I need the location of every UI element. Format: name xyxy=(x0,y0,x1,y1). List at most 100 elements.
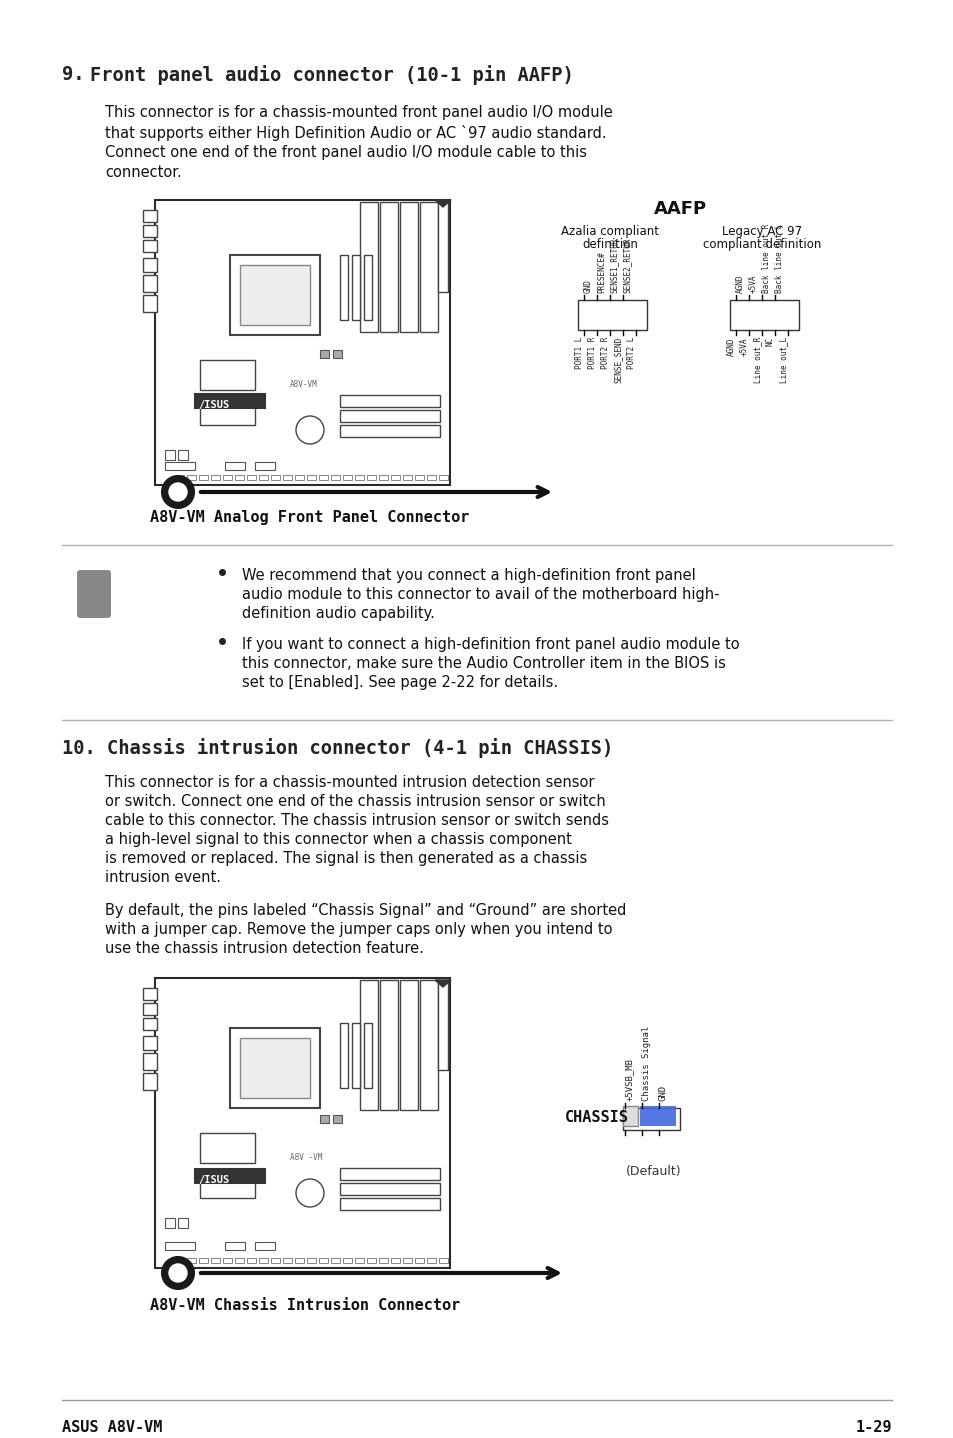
Text: set to [Enabled]. See page 2-22 for details.: set to [Enabled]. See page 2-22 for deta… xyxy=(242,674,558,690)
Bar xyxy=(438,1258,448,1263)
Bar xyxy=(143,275,157,292)
Bar xyxy=(294,475,304,480)
Bar xyxy=(402,475,412,480)
Bar xyxy=(359,201,377,332)
Text: We recommend that you connect a high-definition front panel: We recommend that you connect a high-def… xyxy=(242,568,695,582)
Bar xyxy=(187,475,195,480)
Bar xyxy=(283,1258,292,1263)
Bar xyxy=(343,475,352,480)
Bar xyxy=(143,224,157,237)
Text: is removed or replaced. The signal is then generated as a chassis: is removed or replaced. The signal is th… xyxy=(105,851,587,866)
Bar xyxy=(225,462,245,470)
Bar xyxy=(359,981,377,1110)
Bar xyxy=(199,1258,208,1263)
Bar xyxy=(399,201,417,332)
Text: This connector is for a chassis-mounted intrusion detection sensor: This connector is for a chassis-mounted … xyxy=(105,775,594,789)
Bar xyxy=(319,349,329,358)
Text: 1-29: 1-29 xyxy=(855,1419,891,1435)
Text: Front panel audio connector (10-1 pin AAFP): Front panel audio connector (10-1 pin AA… xyxy=(90,65,573,85)
Bar xyxy=(223,475,232,480)
Bar xyxy=(343,1258,352,1263)
Bar xyxy=(339,395,439,407)
Bar xyxy=(143,1035,157,1050)
Text: SENSE2_RETUR: SENSE2_RETUR xyxy=(622,237,631,293)
Text: Back line out L: Back line out L xyxy=(774,224,783,293)
Polygon shape xyxy=(435,981,451,986)
Text: Azalia compliant: Azalia compliant xyxy=(560,224,659,239)
Text: 10. Chassis intrusion connector (4-1 pin CHASSIS): 10. Chassis intrusion connector (4-1 pin… xyxy=(62,738,613,758)
Bar xyxy=(438,475,448,480)
Bar xyxy=(364,255,372,321)
Text: +5VA: +5VA xyxy=(748,275,758,293)
Circle shape xyxy=(162,1257,193,1288)
Bar xyxy=(378,475,388,480)
Circle shape xyxy=(295,1179,324,1206)
Bar xyxy=(364,1022,372,1089)
Bar xyxy=(211,1258,220,1263)
Text: PRESENCE#: PRESENCE# xyxy=(597,252,605,293)
Bar xyxy=(178,450,188,460)
Bar xyxy=(339,410,439,421)
Text: A8V-VM Analog Front Panel Connector: A8V-VM Analog Front Panel Connector xyxy=(150,510,469,525)
Circle shape xyxy=(295,416,324,444)
Bar xyxy=(355,475,364,480)
Bar xyxy=(254,462,274,470)
Bar xyxy=(318,1258,328,1263)
Bar xyxy=(143,1073,157,1090)
Bar xyxy=(143,1018,157,1030)
Bar xyxy=(200,1178,254,1198)
Text: SENSE_SEND: SENSE_SEND xyxy=(614,336,622,384)
Text: This connector is for a chassis-mounted front panel audio I/O module: This connector is for a chassis-mounted … xyxy=(105,105,612,119)
Text: /ISUS: /ISUS xyxy=(198,1175,229,1185)
Bar xyxy=(339,426,439,437)
Bar xyxy=(143,988,157,999)
Text: PORT1 L: PORT1 L xyxy=(575,336,583,370)
Text: Connect one end of the front panel audio I/O module cable to this: Connect one end of the front panel audio… xyxy=(105,145,586,160)
Bar xyxy=(178,1218,188,1228)
Text: AGND: AGND xyxy=(735,275,744,293)
Bar xyxy=(240,265,310,325)
Text: GND: GND xyxy=(583,279,593,293)
Bar xyxy=(379,201,397,332)
Bar xyxy=(247,475,255,480)
Bar xyxy=(437,201,448,292)
Bar xyxy=(402,1258,412,1263)
Text: PORT1 R: PORT1 R xyxy=(587,336,597,370)
Bar xyxy=(427,475,436,480)
Bar xyxy=(352,255,359,321)
Circle shape xyxy=(162,476,193,508)
Bar xyxy=(240,1038,310,1099)
Text: By default, the pins labeled “Chassis Signal” and “Ground” are shorted: By default, the pins labeled “Chassis Si… xyxy=(105,903,626,917)
Text: audio module to this connector to avail of the motherboard high-: audio module to this connector to avail … xyxy=(242,587,719,603)
Bar xyxy=(247,1258,255,1263)
Polygon shape xyxy=(435,200,451,207)
Bar xyxy=(143,210,157,221)
Text: A8V-VM Chassis Intrusion Connector: A8V-VM Chassis Intrusion Connector xyxy=(150,1299,459,1313)
Text: a high-level signal to this connector when a chassis component: a high-level signal to this connector wh… xyxy=(105,833,571,847)
Text: GND: GND xyxy=(659,1084,667,1102)
Bar xyxy=(339,1168,439,1181)
Bar xyxy=(419,981,437,1110)
Bar xyxy=(427,1258,436,1263)
Bar xyxy=(339,1183,439,1195)
Text: compliant definition: compliant definition xyxy=(702,239,821,252)
Circle shape xyxy=(169,1264,187,1283)
Text: 9.: 9. xyxy=(62,65,85,83)
Text: definition audio capability.: definition audio capability. xyxy=(242,605,435,621)
Bar xyxy=(294,1258,304,1263)
Bar xyxy=(331,1258,339,1263)
Text: /ISUS: /ISUS xyxy=(198,400,229,410)
Bar xyxy=(283,475,292,480)
Bar xyxy=(352,1022,359,1089)
Bar xyxy=(143,295,157,312)
Bar xyxy=(339,1022,348,1089)
Bar xyxy=(367,475,375,480)
Text: Line out_R: Line out_R xyxy=(752,336,761,384)
Bar xyxy=(230,255,319,335)
Text: or switch. Connect one end of the chassis intrusion sensor or switch: or switch. Connect one end of the chassi… xyxy=(105,794,605,810)
Text: that supports either High Definition Audio or AC `97 audio standard.: that supports either High Definition Aud… xyxy=(105,125,606,141)
Text: Legacy AC 97: Legacy AC 97 xyxy=(721,224,801,239)
Bar xyxy=(578,301,646,329)
Bar xyxy=(622,1109,679,1130)
Bar xyxy=(307,1258,315,1263)
